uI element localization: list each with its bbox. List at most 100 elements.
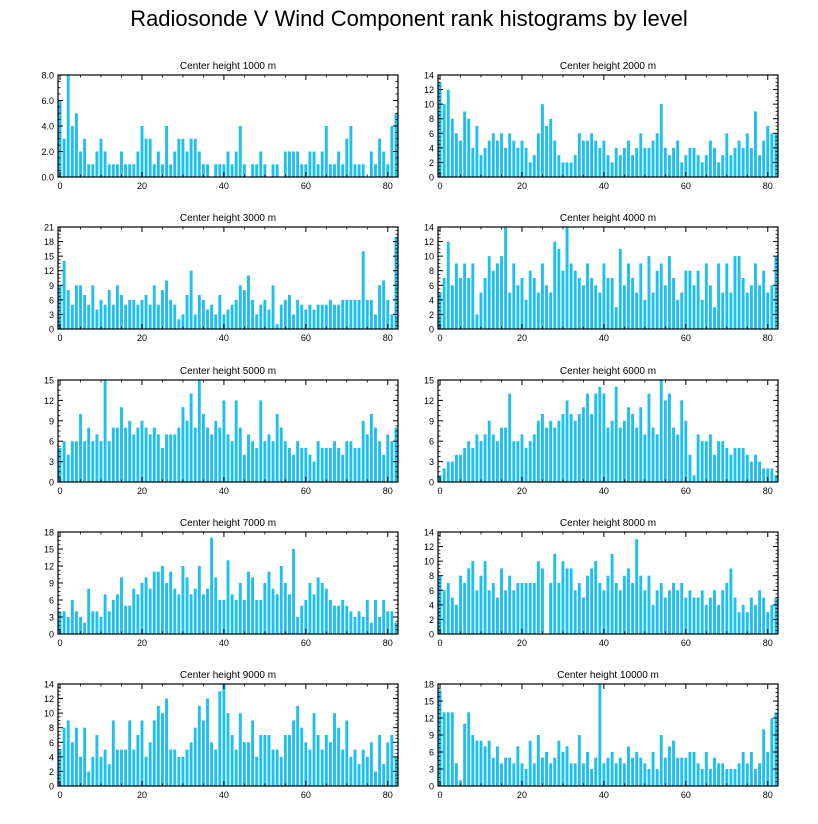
histogram-bar bbox=[91, 756, 95, 786]
histogram-bar bbox=[668, 155, 671, 177]
histogram-bar bbox=[467, 441, 471, 482]
histogram-bar bbox=[643, 763, 647, 786]
histogram-bar bbox=[320, 749, 324, 786]
y-tick-label: 8 bbox=[429, 571, 434, 581]
histogram-bar bbox=[378, 138, 382, 177]
histogram-bar bbox=[749, 752, 753, 786]
histogram-bar bbox=[304, 164, 308, 177]
histogram-bar bbox=[508, 757, 512, 786]
histogram-bar bbox=[627, 568, 630, 634]
histogram-bar bbox=[95, 611, 99, 634]
histogram-bar bbox=[263, 735, 267, 786]
histogram-bar bbox=[442, 712, 446, 786]
histogram-bar bbox=[647, 393, 651, 482]
histogram-bar bbox=[553, 427, 557, 482]
histogram-bar bbox=[193, 427, 197, 482]
histogram-bar bbox=[197, 151, 201, 177]
histogram-bar bbox=[312, 309, 316, 329]
histogram-bar bbox=[692, 752, 696, 786]
y-tick-label: 9 bbox=[49, 416, 54, 426]
histogram-bar bbox=[721, 441, 725, 482]
y-tick-label: 3 bbox=[49, 613, 54, 623]
histogram-bar bbox=[463, 111, 467, 177]
histogram-bar bbox=[218, 295, 222, 329]
y-tick-label: 12 bbox=[424, 85, 434, 95]
histogram-bar bbox=[659, 104, 663, 177]
histogram-bar bbox=[463, 723, 467, 786]
histogram-bar bbox=[688, 270, 692, 329]
histogram-bar bbox=[577, 583, 581, 634]
histogram-bar bbox=[618, 757, 622, 786]
x-tick-label: 0 bbox=[438, 790, 443, 800]
histogram-bar bbox=[528, 162, 532, 177]
histogram-bar bbox=[659, 735, 663, 786]
histogram-bar bbox=[532, 278, 536, 329]
x-tick-label: 0 bbox=[58, 181, 63, 191]
histogram-bar bbox=[234, 600, 238, 634]
histogram-bar bbox=[713, 757, 716, 786]
histogram-bar bbox=[312, 461, 316, 482]
histogram-bar bbox=[713, 590, 716, 634]
histogram-bar bbox=[643, 299, 647, 329]
histogram-bar bbox=[479, 292, 483, 329]
histogram-bar bbox=[500, 256, 503, 329]
histogram-bar bbox=[606, 757, 610, 786]
histogram-bar bbox=[733, 448, 737, 482]
histogram-bar bbox=[156, 151, 160, 177]
y-tick-label: 4 bbox=[429, 143, 434, 153]
histogram-bar bbox=[704, 263, 708, 329]
histogram-bar bbox=[627, 140, 630, 177]
histogram-bar bbox=[627, 746, 630, 786]
histogram-bar bbox=[762, 468, 766, 482]
histogram-bar bbox=[316, 735, 320, 786]
histogram-bar bbox=[124, 749, 128, 786]
histogram-bar bbox=[238, 285, 242, 329]
histogram-bar bbox=[300, 164, 304, 177]
histogram-bar bbox=[140, 299, 144, 329]
histogram-bar bbox=[577, 414, 581, 482]
histogram-bar bbox=[316, 304, 320, 329]
histogram-bar bbox=[288, 448, 291, 482]
histogram-bar bbox=[512, 263, 516, 329]
histogram-bar bbox=[524, 769, 528, 786]
histogram-bar bbox=[708, 769, 712, 786]
histogram-bar bbox=[721, 590, 725, 634]
histogram-bar bbox=[136, 735, 140, 786]
histogram-bar bbox=[128, 720, 132, 786]
histogram-bar bbox=[390, 735, 394, 786]
histogram-bar bbox=[532, 155, 536, 177]
histogram-bar bbox=[279, 566, 283, 634]
histogram-bar bbox=[741, 147, 745, 177]
histogram-bar bbox=[115, 164, 119, 177]
histogram-bar bbox=[275, 324, 279, 329]
histogram-bar bbox=[659, 583, 663, 634]
histogram-bar bbox=[741, 752, 745, 786]
histogram-bar bbox=[181, 566, 185, 634]
y-tick-label: 15 bbox=[44, 545, 54, 555]
y-tick-label: 10 bbox=[424, 252, 434, 262]
histogram-bar bbox=[561, 561, 565, 634]
histogram-bar bbox=[206, 164, 209, 177]
histogram-bar bbox=[267, 309, 271, 329]
histogram-bar bbox=[99, 299, 103, 329]
histogram-bar bbox=[177, 319, 181, 329]
histogram-bar bbox=[386, 434, 390, 482]
histogram-bar bbox=[283, 735, 287, 786]
histogram-bar bbox=[308, 583, 312, 634]
y-tick-label: 15 bbox=[424, 376, 434, 386]
histogram-bar bbox=[696, 155, 700, 177]
y-tick-label: 6 bbox=[429, 437, 434, 447]
histogram-bar bbox=[357, 299, 361, 329]
histogram-bar bbox=[459, 278, 462, 329]
histogram-bar bbox=[614, 307, 618, 329]
histogram-bar bbox=[349, 756, 353, 786]
y-tick-label: 9 bbox=[429, 416, 434, 426]
histogram-bar bbox=[696, 597, 700, 634]
histogram-bar bbox=[610, 278, 614, 329]
histogram-bar bbox=[491, 583, 495, 634]
histogram-bar bbox=[586, 263, 589, 329]
histogram-bar bbox=[471, 448, 475, 482]
y-tick-label: 6 bbox=[49, 738, 54, 748]
histogram-bar bbox=[369, 299, 373, 329]
histogram-bar bbox=[300, 605, 304, 634]
